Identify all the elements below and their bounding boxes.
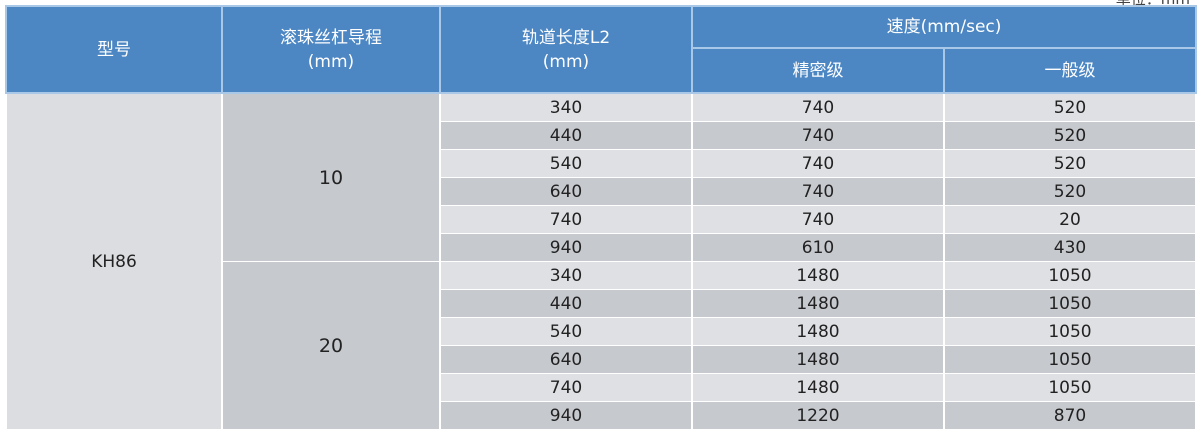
length-cell: 540 (439, 317, 693, 346)
table-row: 640 1480 1050 (6, 345, 1197, 374)
general-speed-cell: 1050 (943, 289, 1197, 318)
header-length-unit: (mm) (542, 51, 590, 72)
general-speed-cell: 1050 (943, 261, 1197, 290)
general-speed-cell: 870 (943, 401, 1197, 430)
length-cell: 740 (439, 205, 693, 234)
precision-speed-cell: 740 (691, 121, 945, 150)
precision-speed-cell: 1480 (691, 261, 945, 290)
unit-note: 单位：mm (1116, 0, 1190, 9)
header-general: 一般级 (943, 47, 1197, 94)
length-cell: 940 (439, 401, 693, 430)
model-cell: KH86 (5, 92, 223, 430)
header-model: 型号 (5, 5, 223, 94)
table-row: 440 740 520 (6, 121, 1197, 150)
header-lead-label: 滚珠丝杠导程 (280, 27, 382, 48)
precision-speed-cell: 610 (691, 233, 945, 262)
header-lead-unit: (mm) (307, 51, 355, 72)
lead-cell: 10 (221, 92, 441, 262)
general-speed-cell: 1050 (943, 317, 1197, 346)
length-cell: 340 (439, 261, 693, 290)
precision-speed-cell: 740 (691, 177, 945, 206)
length-cell: 640 (439, 345, 693, 374)
header-lead: 滚珠丝杠导程 (mm) (221, 5, 441, 94)
length-cell: 740 (439, 373, 693, 402)
general-speed-cell: 520 (943, 177, 1197, 206)
table-row: 540 1480 1050 (6, 317, 1197, 346)
header-speed: 速度(mm/sec) (691, 5, 1197, 49)
general-speed-cell: 520 (943, 92, 1197, 122)
table-row: 20 340 1480 1050 (6, 261, 1197, 430)
precision-speed-cell: 1480 (691, 373, 945, 402)
header-precision: 精密级 (691, 47, 945, 94)
spec-table: 型号 滚珠丝杠导程 (mm) 轨道长度L2 (mm) 速度(mm/sec) 精密级 … (5, 5, 1197, 430)
header-length: 轨道长度L2 (mm) (439, 5, 693, 94)
table-row: 540 740 520 (6, 149, 1197, 178)
general-speed-cell: 20 (943, 205, 1197, 234)
precision-speed-cell: 740 (691, 92, 945, 122)
length-cell: 440 (439, 121, 693, 150)
table-row: 640 740 520 (6, 177, 1197, 206)
precision-speed-cell: 1480 (691, 345, 945, 374)
general-speed-cell: 1050 (943, 345, 1197, 374)
precision-speed-cell: 740 (691, 149, 945, 178)
general-speed-cell: 430 (943, 233, 1197, 262)
general-speed-cell: 520 (943, 121, 1197, 150)
length-cell: 440 (439, 289, 693, 318)
precision-speed-cell: 740 (691, 205, 945, 234)
precision-speed-cell: 1480 (691, 289, 945, 318)
table-row: 440 1480 1050 (6, 289, 1197, 318)
length-cell: 540 (439, 149, 693, 178)
table-row: KH86 10 340 740 520 (5, 92, 1197, 430)
precision-speed-cell: 1220 (691, 401, 945, 430)
precision-speed-cell: 1480 (691, 317, 945, 346)
general-speed-cell: 520 (943, 149, 1197, 178)
length-cell: 940 (439, 233, 693, 262)
length-cell: 640 (439, 177, 693, 206)
header-length-label: 轨道长度L2 (521, 27, 611, 48)
general-speed-cell: 1050 (943, 373, 1197, 402)
table-row: 940 1220 870 (6, 401, 1197, 430)
table-row: 940 610 430 (6, 233, 1197, 262)
lead-cell: 20 (221, 261, 441, 430)
length-cell: 340 (439, 92, 693, 122)
